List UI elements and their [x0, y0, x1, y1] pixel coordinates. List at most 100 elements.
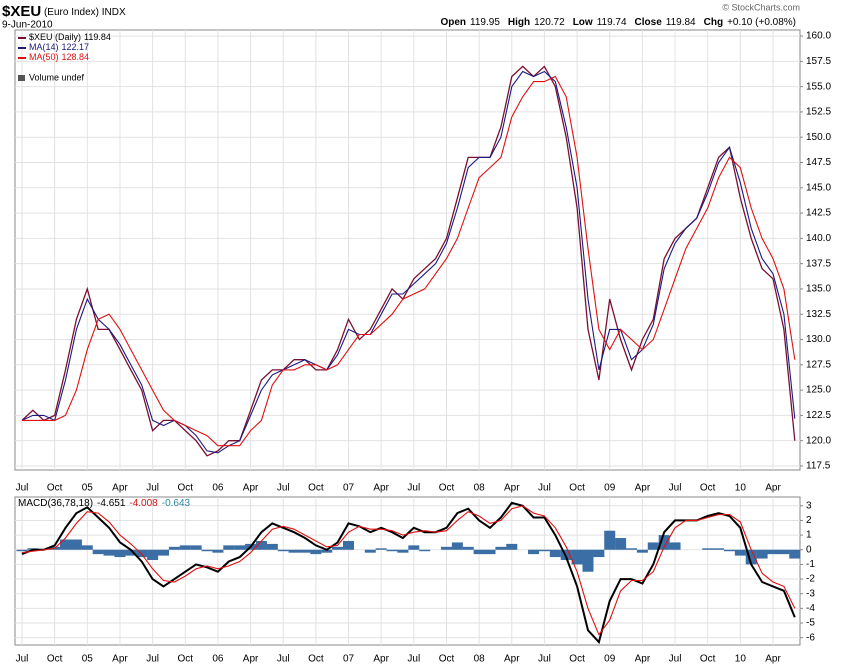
quote-label: Chg	[704, 17, 723, 28]
price-panel	[14, 29, 801, 471]
histogram-bar	[364, 549, 376, 553]
x-tick-label: Apr	[243, 483, 259, 494]
histogram-bar	[702, 548, 714, 550]
histogram-bar	[92, 549, 104, 555]
x-tick-label: Apr	[635, 654, 651, 665]
histogram-bar	[473, 549, 485, 555]
legend-value: 122.17	[62, 42, 90, 52]
histogram-bar	[647, 542, 659, 550]
x-tick-label: 05	[82, 654, 94, 665]
x-tick-label: Jul	[538, 483, 551, 494]
x-tick-label: Apr	[112, 483, 128, 494]
y-tick-label: 152.5	[806, 107, 831, 118]
histogram-bar	[114, 549, 126, 558]
histogram-bar	[299, 549, 311, 553]
histogram-bar	[255, 540, 267, 550]
histogram-bar	[179, 545, 191, 550]
x-tick-label: 08	[474, 654, 486, 665]
histogram-bar	[604, 530, 616, 550]
y-tick-label: -4	[806, 603, 815, 614]
x-tick-label: Apr	[243, 654, 259, 665]
y-tick-label: 0	[806, 544, 812, 555]
x-tick-label: Oct	[439, 654, 455, 665]
x-tick-label: Jul	[146, 654, 159, 665]
exchange: INDX	[102, 7, 126, 18]
macd-value: -4.008	[129, 498, 158, 509]
x-tick-label: Oct	[700, 483, 716, 494]
histogram-bar	[408, 545, 420, 550]
histogram-bar	[223, 545, 235, 550]
y-tick-label: 2	[806, 515, 812, 526]
x-tick-label: Oct	[439, 483, 455, 494]
y-tick-label: 147.5	[806, 157, 831, 168]
x-tick-label: 07	[343, 654, 355, 665]
histogram-bar	[103, 549, 115, 556]
x-tick-label: Jul	[669, 483, 682, 494]
macd-value: -4.651	[97, 498, 126, 509]
histogram-bar	[593, 549, 605, 558]
histogram-bar	[549, 549, 561, 558]
x-tick-label: Jul	[538, 654, 551, 665]
histogram-bar	[147, 549, 159, 561]
legend-name: $XEU (Daily)	[29, 32, 81, 42]
x-tick-label: Jul	[277, 483, 290, 494]
y-tick-label: -2	[806, 574, 815, 585]
macd-panel	[14, 496, 801, 646]
x-tick-label: 06	[212, 483, 224, 494]
y-tick-label: 1	[806, 530, 812, 541]
y-tick-label: 145.0	[806, 182, 831, 193]
x-tick-label: 10	[735, 483, 747, 494]
quote-value: 119.95	[470, 17, 500, 28]
macd-value: -0.643	[162, 498, 191, 509]
histogram-bar	[484, 549, 496, 555]
x-tick-label: Apr	[765, 654, 781, 665]
x-tick-label: Oct	[308, 483, 324, 494]
histogram-bar	[321, 549, 333, 553]
x-tick-label: 08	[474, 483, 486, 494]
x-tick-label: Oct	[700, 654, 716, 665]
x-tick-label: Jul	[16, 654, 29, 665]
histogram-bar	[386, 549, 398, 552]
macd-legend: MACD(36,78,18) -4.651 -4.008 -0.643	[18, 498, 191, 509]
y-tick-label: 3	[806, 500, 812, 511]
x-tick-label: Oct	[569, 483, 585, 494]
y-tick-label: 142.5	[806, 208, 831, 219]
histogram-bar	[168, 546, 180, 550]
x-tick-label: 07	[343, 483, 355, 494]
x-tick-label: Apr	[112, 654, 128, 665]
histogram-bar	[397, 549, 409, 553]
histogram-bar	[440, 546, 452, 550]
legend-value: 119.84	[84, 32, 111, 42]
series-line	[21, 65, 796, 457]
index-name: (Euro Index)	[44, 7, 99, 18]
histogram-bar	[778, 549, 790, 555]
histogram-bar	[310, 549, 322, 555]
x-tick-label: 06	[212, 654, 224, 665]
histogram-bar	[462, 546, 474, 550]
y-tick-label: 122.5	[806, 410, 831, 421]
symbol: $XEU	[2, 3, 41, 20]
macd-title: MACD(36,78,18)	[18, 498, 93, 509]
y-tick-label: 160.0	[806, 31, 831, 42]
histogram-bar	[234, 545, 246, 550]
y-tick-label: 132.5	[806, 309, 831, 320]
histogram-bar	[16, 549, 28, 552]
quote-label: High	[508, 17, 530, 28]
quote-value: 120.72	[534, 17, 565, 28]
histogram-bar	[615, 538, 627, 550]
histogram-bar	[343, 540, 355, 550]
x-tick-label: Oct	[47, 654, 63, 665]
x-tick-label: Oct	[569, 654, 585, 665]
histogram-bar	[538, 549, 550, 552]
histogram-bar	[506, 543, 518, 550]
y-tick-label: 135.0	[806, 284, 831, 295]
histogram-bar	[125, 549, 137, 556]
x-tick-label: Apr	[504, 654, 520, 665]
x-tick-label: Jul	[407, 654, 420, 665]
x-tick-label: Apr	[765, 483, 781, 494]
quote: Open 119.95 High 120.72 Low 119.74 Close 119.84…	[440, 17, 796, 28]
histogram-bar	[451, 542, 463, 550]
legend-swatch	[18, 75, 25, 81]
